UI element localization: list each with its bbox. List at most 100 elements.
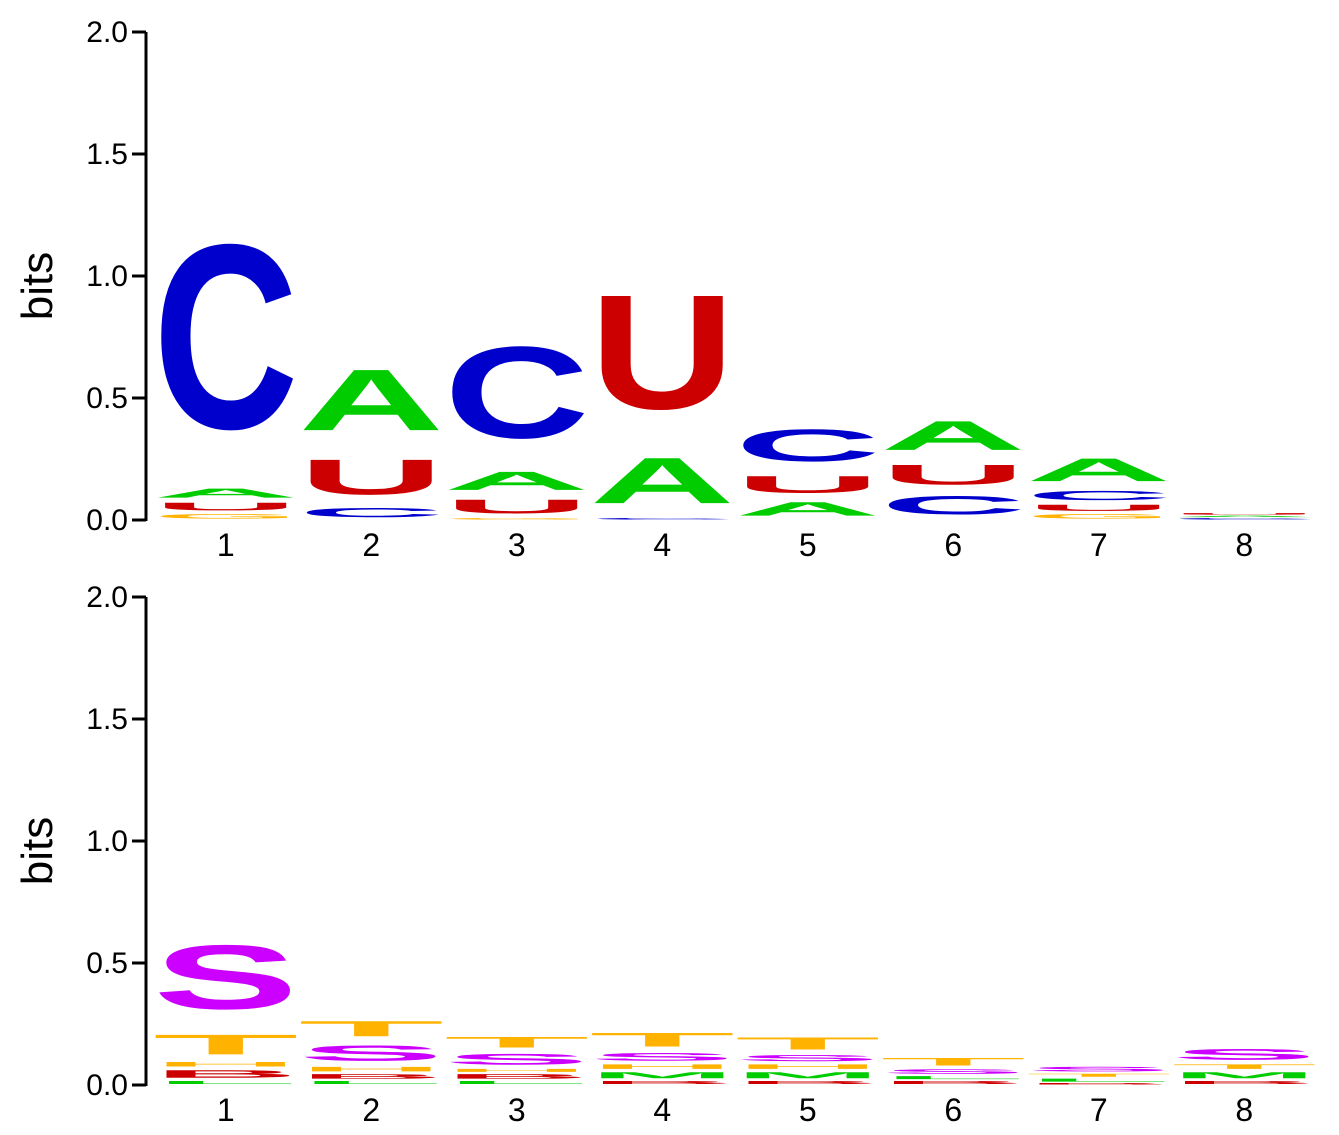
logo-letter-T: T xyxy=(444,1034,589,1051)
logo-letter-C: C xyxy=(444,319,589,465)
logo-letter-T: T xyxy=(590,1029,735,1051)
x-position-label: 1 xyxy=(217,527,235,563)
logo-column-8: CAU xyxy=(1171,513,1317,520)
logo-column-2: CUA xyxy=(299,351,444,520)
y-tick-label: 1.5 xyxy=(86,138,128,171)
logo-letter-T: T xyxy=(153,1029,298,1061)
x-position-label: 5 xyxy=(799,1092,817,1128)
logo-letter-B: B xyxy=(881,1080,1026,1085)
logo-letter-A: A xyxy=(1026,451,1171,488)
logo-panel-2: 0.00.51.01.52.0bitsLBHTS1LBHST2LBHST3BMH… xyxy=(13,581,1317,1128)
x-position-label: 3 xyxy=(508,1092,526,1128)
x-position-label: 2 xyxy=(362,1092,380,1128)
logo-letter-S: S xyxy=(735,1053,881,1063)
logo-column-6: CUA xyxy=(880,412,1026,520)
x-position-label: 1 xyxy=(217,1092,235,1128)
logo-letter-G: G xyxy=(153,513,298,520)
logo-letter-A: A xyxy=(299,351,444,449)
logo-letter-A: A xyxy=(153,486,298,501)
x-position-label: 3 xyxy=(508,527,526,563)
logo-letter-C: C xyxy=(1171,518,1317,520)
logo-column-5: AUC xyxy=(735,420,881,520)
logo-letter-C: C xyxy=(881,491,1026,520)
logo-letter-U: U xyxy=(590,261,735,444)
logo-letter-G: G xyxy=(444,518,589,520)
logo-panel-1: 0.00.51.01.52.0bitsGUAC1CUA2GUAC3CAU4AUC… xyxy=(13,16,1317,563)
logo-letter-L: L xyxy=(1026,1078,1171,1083)
logo-letter-H: H xyxy=(299,1065,444,1072)
logo-letter-T: T xyxy=(881,1056,1026,1068)
logo-letter-B: B xyxy=(153,1068,298,1080)
logo-letter-B: B xyxy=(735,1080,880,1085)
logo-letter-L: L xyxy=(299,1080,444,1085)
logo-letter-U: U xyxy=(444,496,590,518)
logo-letter-S: S xyxy=(299,1041,444,1065)
logo-letter-M: M xyxy=(735,1070,880,1080)
logo-letter-C: C xyxy=(589,518,735,520)
logo-letter-A: A xyxy=(1171,515,1317,517)
logo-letter-A: A xyxy=(735,498,881,520)
y-tick-label: 2.0 xyxy=(86,16,128,49)
x-position-label: 8 xyxy=(1235,527,1253,563)
logo-letter-U: U xyxy=(299,449,444,505)
logo-letter-S: S xyxy=(1172,1046,1317,1063)
logo-letter-C: C xyxy=(1026,488,1171,503)
logo-letter-S: S xyxy=(590,1051,735,1063)
y-tick-label: 0.0 xyxy=(86,504,128,537)
logo-letter-B: B xyxy=(299,1073,444,1080)
logo-letter-C: C xyxy=(153,190,298,484)
logo-letter-U: U xyxy=(153,501,298,513)
logo-letter-U: U xyxy=(1171,513,1317,515)
y-tick-label: 0.5 xyxy=(86,382,128,415)
logo-letter-H: H xyxy=(590,1063,735,1070)
logo-letter-H: H xyxy=(735,1063,880,1070)
logo-column-4: CAU xyxy=(589,261,735,520)
y-tick-label: 1.5 xyxy=(86,703,128,736)
logo-letter-T: T xyxy=(1172,1063,1317,1070)
y-tick-label: 1.0 xyxy=(86,260,128,293)
logo-letter-T: T xyxy=(1026,1073,1171,1078)
logo-letter-M: M xyxy=(1172,1070,1317,1080)
x-position-label: 5 xyxy=(799,527,817,563)
x-position-label: 7 xyxy=(1090,1092,1108,1128)
logo-letter-T: T xyxy=(299,1017,444,1041)
logo-letter-A: A xyxy=(881,412,1026,458)
logo-letter-U: U xyxy=(880,459,1026,490)
logo-letter-H: H xyxy=(444,1068,589,1073)
x-position-label: 2 xyxy=(362,527,380,563)
logo-letter-B: B xyxy=(590,1080,735,1085)
logo-letter-C: C xyxy=(735,420,880,471)
logo-letter-A: A xyxy=(444,466,589,495)
logo-letter-U: U xyxy=(735,471,881,498)
logo-letter-S: S xyxy=(444,1051,589,1068)
x-position-label: 6 xyxy=(944,527,962,563)
logo-letter-B: B xyxy=(1172,1080,1317,1085)
y-tick-label: 2.0 xyxy=(86,581,128,614)
logo-letter-L: L xyxy=(881,1075,1026,1080)
x-position-label: 8 xyxy=(1235,1092,1253,1128)
logo-letter-M: M xyxy=(590,1070,735,1080)
x-position-label: 4 xyxy=(653,1092,671,1128)
logo-letter-S: S xyxy=(881,1068,1026,1075)
logo-letter-L: L xyxy=(153,1080,298,1085)
logo-letter-S: S xyxy=(153,927,298,1029)
logo-letter-U: U xyxy=(1026,503,1171,513)
y-axis-title: bits xyxy=(13,252,62,320)
logo-letter-C: C xyxy=(299,505,444,520)
x-position-label: 4 xyxy=(653,527,671,563)
logo-letter-B: B xyxy=(444,1073,589,1080)
logo-letter-H: H xyxy=(153,1061,298,1068)
y-tick-label: 0.0 xyxy=(86,1069,128,1102)
